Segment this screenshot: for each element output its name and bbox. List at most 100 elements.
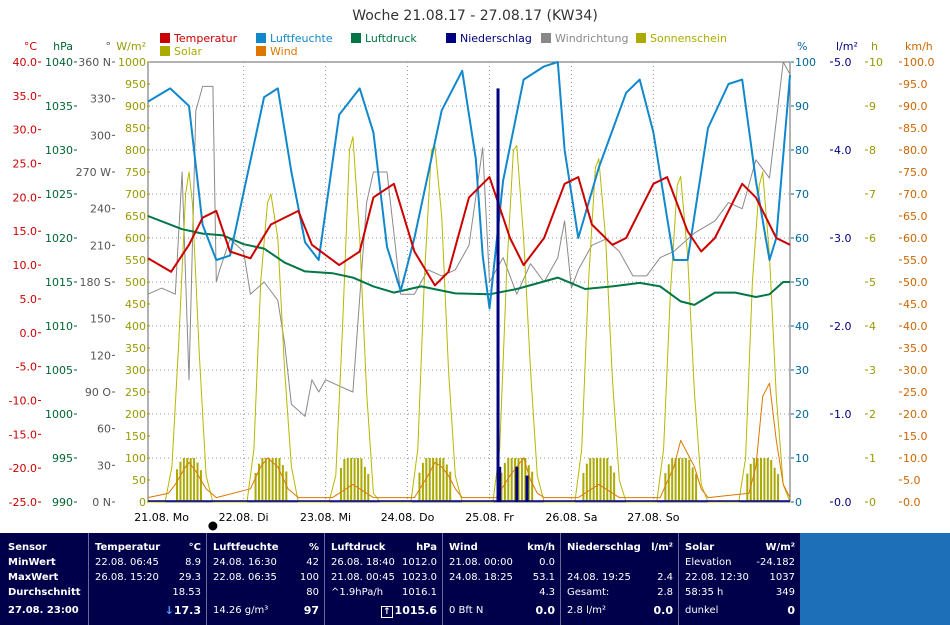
pressure-unit-label: hPa: [53, 40, 73, 53]
sunshine-bar: [179, 461, 182, 502]
sunshine-tick-label: 0: [869, 496, 876, 509]
solar-sun-value: 349: [775, 587, 795, 598]
sunshine-bar: [759, 458, 762, 502]
wind-unit: km/h: [527, 542, 555, 553]
sunshine-tick-label: 10: [869, 56, 883, 69]
pressure-tick-label: 1010: [45, 320, 73, 333]
wind_direction-tick-label: 30: [97, 459, 111, 472]
sunshine-bar: [592, 458, 595, 502]
humidity-tick-label: 50: [795, 276, 809, 289]
sunshine-bar: [186, 458, 189, 502]
sunshine-bar: [199, 470, 202, 502]
legend-swatch: [541, 33, 551, 43]
wind_speed-tick-label: 70.0: [903, 188, 928, 201]
sunshine-bar: [435, 458, 438, 502]
wind-max-value: 53.1: [532, 572, 555, 583]
sunshine-bar: [514, 458, 517, 502]
sunshine-bar: [756, 458, 759, 502]
temperature-current: ↓17.3: [165, 605, 201, 617]
temperature-max-time: 26.08. 15:20: [95, 572, 159, 583]
sunshine-bar: [599, 458, 602, 502]
sunshine-bar: [500, 472, 503, 502]
x-axis-labels: 21.08. Mo 22.08. Di 23.08. Mi 24.08. Do 25.0…: [134, 511, 680, 532]
sunshine-bar: [353, 458, 356, 502]
sunshine-bar: [418, 472, 421, 502]
sensor-title: Sensor: [8, 542, 47, 553]
humidity-current: 97: [303, 604, 319, 617]
sunshine-unit-label: h: [871, 40, 878, 53]
stats-panel: Sensor MinWert MaxWert Durchschnitt 27.0…: [0, 533, 800, 625]
legend-label: Windrichtung: [555, 32, 628, 45]
sunshine-bar: [189, 458, 192, 502]
solar-tick-label: 650: [125, 210, 146, 223]
temperature-min-value: 8.9: [185, 557, 201, 568]
wind_speed-tick-label: 50.0: [903, 276, 928, 289]
sunshine-bar: [520, 458, 523, 502]
sunshine-bar: [681, 458, 684, 502]
pressure-tick-label: 1040: [45, 56, 73, 69]
temperature-unit: °C: [188, 542, 201, 553]
solar-tick-label: 0: [139, 496, 146, 509]
wind_speed-tick-label: 75.0: [903, 166, 928, 179]
sunshine-bar: [268, 458, 271, 502]
solar-tick-label: 750: [125, 166, 146, 179]
temperature-tick-label: 20.0: [13, 191, 38, 204]
sunshine-bar: [606, 458, 609, 502]
sunshine-bar: [609, 465, 612, 502]
stats-pressure: Luftdruck hPa 26.08. 18:40 1012.0 21.08.…: [324, 533, 443, 625]
temperature-tick-label: 35.0: [13, 90, 38, 103]
humidity-tick-label: 30: [795, 364, 809, 377]
chart-grid: [147, 61, 791, 503]
sensor-avg-label: Durchschnitt: [8, 587, 81, 598]
wind_speed-tick-label: 80.0: [903, 144, 928, 157]
solar-tick-label: 700: [125, 188, 146, 201]
solar-tick-label: 400: [125, 320, 146, 333]
sunshine-bar: [753, 458, 756, 502]
x-day-label: 21.08. Mo: [134, 511, 189, 524]
sunshine-bar: [667, 464, 670, 502]
pressure-tick-label: 1030: [45, 144, 73, 157]
legend-label: Sonnenschein: [650, 32, 727, 45]
sunshine-bar: [589, 458, 592, 502]
pressure-tick-label: 1005: [45, 364, 73, 377]
legend-label: Luftdruck: [365, 32, 417, 45]
solar-tick-label: 500: [125, 276, 146, 289]
pressure-current: ↑ 1015.6: [381, 605, 437, 618]
wind-title: Wind: [449, 542, 478, 553]
humidity-min-value: 42: [306, 557, 319, 568]
sunshine-bar: [275, 458, 278, 502]
humidity-unit: %: [308, 542, 319, 553]
solar-tick-label: 50: [132, 474, 146, 487]
sunshine-bar: [613, 472, 616, 502]
wind_speed-tick-label: 35.0: [903, 342, 928, 355]
legend-label: Niederschlag: [460, 32, 532, 45]
wind_speed-tick-label: 65.0: [903, 210, 928, 223]
wind_direction-tick-label: 60: [97, 423, 111, 436]
rain-tick-label: 3.0: [834, 232, 852, 245]
wind_speed-tick-label: 40.0: [903, 320, 928, 333]
wind_direction-tick-label: 360 N: [78, 56, 111, 69]
legend-swatch: [446, 33, 456, 43]
temperature-tick-label: 25.0: [13, 158, 38, 171]
humidity-tick-label: 80: [795, 144, 809, 157]
x-day-label: 24.08. Do: [381, 511, 435, 524]
rain-bar: [525, 475, 529, 502]
temperature-tick-label: -20.0: [9, 462, 37, 475]
sunshine-bar: [766, 458, 769, 502]
temperature-tick-label: 0.0: [20, 327, 38, 340]
sunshine-tick-label: 3: [869, 364, 876, 377]
solar-current: 0: [787, 604, 795, 617]
stats-solar: Solar W/m² Elevation -24.182 22.08. 12:3…: [678, 533, 801, 625]
sunshine-bar: [339, 468, 342, 502]
solar-max-value: 1037: [769, 572, 795, 583]
sunshine-bar: [527, 465, 530, 502]
wind_direction-unit-label: °: [106, 40, 112, 53]
humidity-min-time: 24.08. 16:30: [213, 557, 277, 568]
solar-unit: W/m²: [765, 542, 795, 553]
solar-sun-hours: 58:35 h: [685, 587, 724, 598]
humidity-tick-label: 70: [795, 188, 809, 201]
sunshine-bar: [264, 458, 267, 502]
sunshine-bar: [438, 458, 441, 502]
legend-swatch: [256, 46, 266, 56]
pressure-title: Luftdruck: [331, 542, 386, 553]
